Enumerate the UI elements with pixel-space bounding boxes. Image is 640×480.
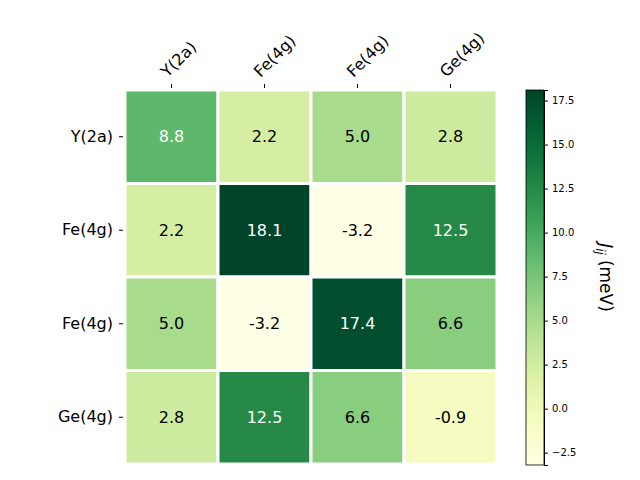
colorbar-tick: 17.5 [544, 95, 574, 106]
data-label: 2.2 [159, 221, 184, 240]
heatmap-cell [218, 371, 311, 465]
x-tick-mark [450, 84, 451, 88]
x-tick: Ge(4g) [436, 28, 488, 88]
colorbar-tick-mark [544, 189, 548, 190]
y-axis: Y(2a) Fe(4g) Fe(4g) Ge(4g) [58, 127, 123, 427]
colorbar-tick-mark [544, 409, 548, 410]
colorbar-label-subscript: ij [593, 248, 607, 255]
data-label: 5.0 [159, 314, 184, 333]
colorbar [526, 90, 544, 465]
colorbar-tick: 0.0 [544, 403, 568, 414]
colorbar-tick-mark [544, 233, 548, 234]
data-label: -3.2 [342, 221, 373, 240]
data-label: 17.4 [340, 314, 376, 333]
y-tick-label: Fe(4g) [62, 220, 113, 239]
x-tick-label: Fe(4g) [250, 31, 299, 80]
colorbar-tick-label: 0.0 [552, 403, 568, 414]
y-tick-label: Fe(4g) [62, 314, 113, 333]
x-tick-mark [357, 84, 358, 88]
data-label: 2.2 [252, 127, 277, 146]
heatmap-cell [311, 277, 404, 371]
y-tick-mark [119, 136, 123, 137]
colorbar-tick-label: 15.0 [552, 139, 574, 150]
colorbar-tick-label: 17.5 [552, 95, 574, 106]
y-tick: Fe(4g) [62, 220, 123, 239]
heatmap-cell [311, 90, 404, 184]
colorbar-tick-label: 12.5 [552, 183, 574, 194]
colorbar-tick-label: 10.0 [552, 227, 574, 238]
data-label: -3.2 [249, 314, 280, 333]
y-tick: Ge(4g) [58, 407, 123, 426]
colorbar-tick-mark [544, 321, 548, 322]
colorbar-tick-label: 2.5 [552, 359, 568, 370]
y-tick-mark [119, 323, 123, 324]
data-label: 5.0 [345, 127, 370, 146]
colorbar-axis-line [545, 91, 549, 466]
heatmap-cell [125, 184, 218, 278]
heatmap-cell [125, 90, 218, 184]
data-label: -0.9 [435, 408, 466, 427]
x-tick: Fe(4g) [343, 31, 392, 88]
colorbar-tick: 5.0 [544, 315, 568, 326]
y-tick-label: Y(2a) [70, 127, 113, 146]
heatmap-cell [404, 184, 497, 278]
colorbar-tick-mark [544, 365, 548, 366]
heatmap-cell [311, 371, 404, 465]
chart: 8.8 2.2 5.0 2.8 2.2 18.1 -3.2 12.5 5.0 -3.2 17.4 6.… [0, 0, 640, 480]
colorbar-tick: 2.5 [544, 359, 568, 370]
data-label: 2.8 [438, 127, 463, 146]
colorbar-label-symbol: J [596, 240, 616, 248]
colorbar-tick: 7.5 [544, 271, 568, 282]
colorbar-frame [526, 90, 544, 465]
data-label: 12.5 [433, 221, 469, 240]
heatmap-cell [125, 277, 218, 371]
x-tick: Fe(4g) [250, 31, 299, 88]
colorbar-axis: −2.5 0.0 2.5 5.0 7.5 10.0 12.5 15.0 17.5 [544, 91, 576, 466]
x-tick: Y(2a) [156, 38, 200, 88]
colorbar-tick: 10.0 [544, 227, 574, 238]
x-tick-mark [264, 84, 265, 88]
heatmap-cell [404, 277, 497, 371]
colorbar-tick-label: 7.5 [552, 271, 568, 282]
heatmap-cell [404, 371, 497, 465]
x-tick-label: Fe(4g) [343, 31, 392, 80]
colorbar-tick: 12.5 [544, 183, 574, 194]
heatmap-cell [218, 184, 311, 278]
heatmap-cell [311, 184, 404, 278]
heatmap-cell [218, 90, 311, 184]
data-labels: 8.8 2.2 5.0 2.8 2.2 18.1 -3.2 12.5 5.0 -3.2 17.4 6.… [159, 127, 469, 427]
x-axis: Y(2a) Fe(4g) Fe(4g) Ge(4g) [156, 28, 488, 88]
colorbar-tick-mark [544, 145, 548, 146]
colorbar-tick-label: 5.0 [552, 315, 568, 326]
y-tick: Y(2a) [70, 127, 123, 146]
colorbar-tick: 15.0 [544, 139, 574, 150]
colorbar-tick-mark [544, 101, 548, 102]
y-tick-label: Ge(4g) [58, 407, 113, 426]
heatmap-cell [404, 90, 497, 184]
x-tick-mark [171, 84, 172, 88]
data-label: 12.5 [247, 408, 283, 427]
data-label: 2.8 [159, 408, 184, 427]
colorbar-tick: −2.5 [544, 447, 576, 458]
x-tick-label: Y(2a) [156, 38, 200, 82]
y-tick: Fe(4g) [62, 314, 123, 333]
data-label: 6.6 [438, 314, 463, 333]
y-tick-mark [119, 417, 123, 418]
heatmap-cell [218, 277, 311, 371]
data-label: 18.1 [247, 221, 283, 240]
heatmap-cell [125, 371, 218, 465]
colorbar-tick-mark [544, 453, 548, 454]
cells [125, 90, 497, 464]
colorbar-label: Jij (meV) [593, 240, 616, 312]
x-tick-label: Ge(4g) [436, 28, 488, 80]
colorbar-tick-label: −2.5 [552, 447, 576, 458]
y-tick-mark [119, 230, 123, 231]
data-label: 6.6 [345, 408, 370, 427]
data-label: 8.8 [159, 127, 184, 146]
colorbar-label-unit: (meV) [596, 260, 616, 312]
colorbar-tick-mark [544, 277, 548, 278]
